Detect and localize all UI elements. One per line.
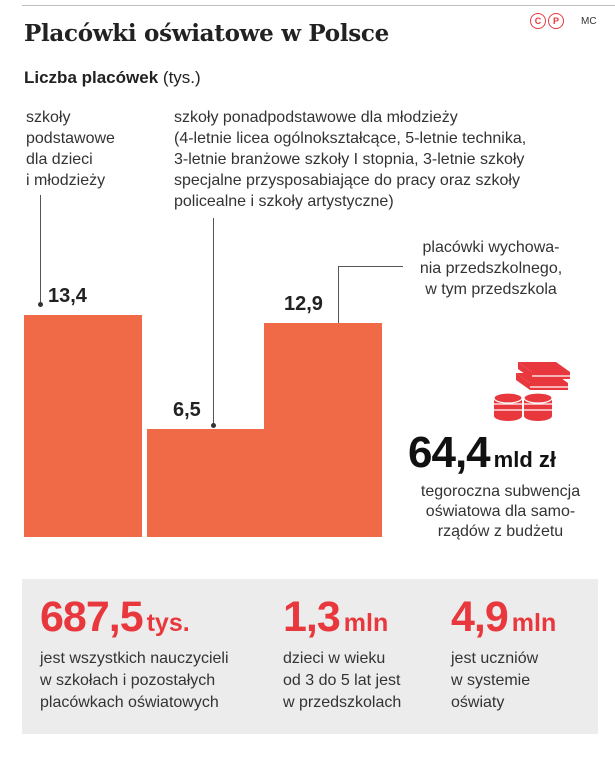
stat-preschool-description: dzieci w wieku od 3 do 5 lat jest w prze…: [283, 648, 401, 714]
stat-desc-line: dzieci w wieku: [283, 650, 386, 667]
bar2-label-line: policealne i szkoły artystyczne): [174, 193, 394, 210]
bar3-label-line: placówki wychowa-: [422, 239, 560, 256]
bar2-leader-dot: [211, 423, 216, 428]
stat-desc-line: oświaty: [451, 694, 505, 711]
bar2-leader-line: [213, 218, 214, 424]
subsidy-amount: 64,4 mld zł: [408, 428, 556, 478]
stat-desc-line: w szkołach i pozostałych: [40, 672, 216, 689]
page-title: Placówki oświatowe w Polsce: [24, 20, 389, 47]
bar2-label-line: specjalne przysposabiające do pracy oraz…: [174, 172, 520, 189]
bar-value-label: 12,9: [284, 293, 323, 316]
bar1-category-label: szkoły podstawowe dla dzieci i młodzieży: [26, 107, 115, 191]
stat-teachers: 687,5 tys.: [40, 593, 190, 642]
money-stack-icon: [493, 362, 570, 421]
bar3-label-line: w tym przedszkola: [425, 281, 557, 298]
stat-students-description: jest uczniów w systemie oświaty: [451, 648, 538, 714]
bar1-leader-dot: [38, 302, 43, 307]
stat-desc-line: jest uczniów: [451, 650, 539, 667]
bar3-leader-vertical: [338, 266, 339, 328]
stat-value: 687,5: [40, 593, 144, 641]
subsidy-desc-line: rządów z budżetu: [437, 523, 564, 540]
stats-panel: [22, 579, 598, 734]
bar2-label-line: szkoły ponadpodstawowe dla młodzieży: [174, 109, 458, 126]
stat-desc-line: jest wszystkich nauczycieli: [40, 650, 229, 667]
bar-szkoly-podstawowe: [24, 315, 142, 537]
stat-value: 1,3: [283, 593, 341, 641]
bar-value-label: 13,4: [48, 285, 87, 307]
chart-subtitle: Liczba placówek (tys.): [24, 68, 201, 88]
author-initials: MC: [581, 16, 597, 27]
bar1-label-line: podstawowe: [26, 130, 115, 147]
subsidy-desc-line: tegoroczna subwencja: [420, 483, 581, 500]
subtitle-bold: Liczba placówek: [24, 68, 159, 87]
stat-desc-line: w przedszkolach: [283, 694, 402, 711]
stat-teachers-description: jest wszystkich nauczycieli w szkołach i…: [40, 648, 229, 714]
stat-value: 4,9: [451, 593, 509, 641]
stat-desc-line: od 3 do 5 lat jest: [283, 672, 401, 689]
bar2-label-line: 3-letnie branżowe szkoły I stopnia, 3-le…: [174, 151, 525, 168]
bar1-leader-line: [40, 195, 41, 302]
stat-unit: tys.: [146, 609, 190, 637]
stat-desc-line: placówkach oświatowych: [40, 694, 219, 711]
bar-placowki-przedszkolne: [264, 323, 382, 537]
bar1-label-line: szkoły: [26, 109, 71, 126]
bar1-label-line: i młodzieży: [26, 172, 106, 189]
stat-preschool-children: 1,3 mln: [283, 593, 388, 642]
subsidy-desc-line: oświatowa dla samo-: [425, 503, 576, 520]
subtitle-unit: (tys.): [162, 68, 201, 87]
bar-szkoly-ponadpodstawowe: [147, 429, 265, 537]
bar3-category-label: placówki wychowa- nia przedszkolnego, w …: [406, 237, 576, 300]
top-rule: [22, 5, 615, 6]
subsidy-unit: mld zł: [493, 447, 556, 472]
subsidy-value: 64,4: [408, 428, 491, 477]
copyright-c-icon: C: [530, 13, 546, 29]
copyright-p-icon: P: [548, 13, 564, 29]
copyright-badge: C P: [530, 13, 564, 29]
stat-unit: mln: [511, 609, 557, 637]
stat-students: 4,9 mln: [451, 593, 556, 642]
subsidy-description: tegoroczna subwencja oświatowa dla samo-…: [408, 482, 593, 542]
bar3-leader-horizontal: [338, 266, 403, 267]
bar2-label-line: (4-letnie licea ogólnokształcące, 5-letn…: [174, 130, 527, 147]
bar3-label-line: nia przedszkolnego,: [419, 260, 563, 277]
stat-unit: mln: [343, 609, 389, 637]
bar1-label-line: dla dzieci: [26, 151, 93, 168]
bar-value-label: 6,5: [173, 399, 201, 422]
stat-desc-line: w systemie: [451, 672, 531, 689]
bar2-category-label: szkoły ponadpodstawowe dla młodzieży (4-…: [174, 107, 594, 212]
